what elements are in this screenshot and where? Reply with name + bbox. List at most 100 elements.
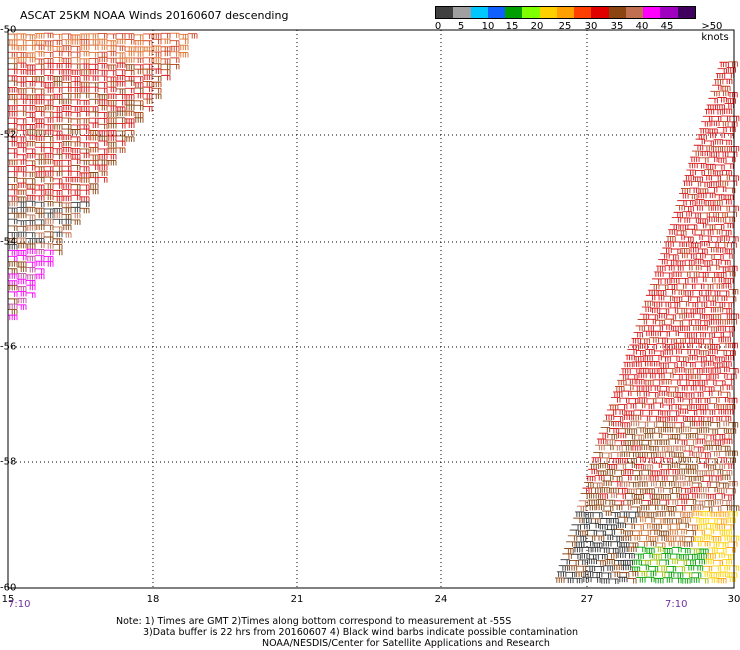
wind-barb	[720, 535, 731, 541]
wind-barb	[728, 342, 738, 349]
wind-barb	[607, 463, 618, 470]
wind-barb	[8, 183, 18, 190]
wind-barb	[712, 84, 722, 91]
wind-barb	[53, 116, 63, 123]
wind-barb	[643, 300, 654, 307]
wind-barb	[587, 468, 598, 475]
wind-barb	[704, 307, 715, 313]
wind-barb	[722, 438, 733, 445]
wind-barb	[641, 469, 652, 476]
wind-barb	[143, 106, 153, 112]
wind-barb	[98, 153, 108, 160]
wind-barb	[715, 493, 726, 499]
wind-barb	[687, 253, 697, 259]
wind-barb	[697, 493, 708, 499]
wind-barb	[560, 559, 570, 565]
wind-barb	[8, 298, 18, 304]
wind-barb	[715, 356, 725, 362]
wind-barb	[98, 44, 108, 51]
wind-barb	[719, 266, 729, 272]
wind-barb	[152, 33, 162, 39]
map-frame	[7, 29, 735, 589]
wind-barb	[26, 40, 36, 46]
wind-barb	[98, 112, 108, 118]
wind-barb	[675, 313, 686, 319]
wind-barb	[630, 368, 640, 374]
wind-barb	[679, 193, 689, 199]
wind-barb	[53, 212, 63, 219]
wind-barb	[53, 244, 63, 250]
wind-barb	[8, 141, 18, 147]
wind-barb	[703, 390, 713, 397]
wind-barb	[585, 565, 596, 572]
wind-barb	[716, 404, 727, 410]
wind-barb	[631, 390, 641, 397]
wind-barb	[707, 403, 718, 409]
wind-barb	[727, 541, 738, 547]
wind-barb	[658, 337, 668, 344]
wind-barb	[665, 422, 676, 428]
wind-barb	[625, 493, 636, 499]
wind-barb	[695, 470, 706, 476]
wind-barb	[62, 86, 72, 93]
wind-barb	[688, 433, 699, 439]
wind-barb	[143, 93, 153, 99]
wind-barb	[35, 40, 45, 46]
wind-barb	[17, 273, 27, 279]
wind-barb	[116, 122, 126, 129]
colorbar-swatch	[470, 7, 488, 18]
wind-barb	[676, 445, 686, 452]
wind-barb	[674, 342, 684, 349]
wind-barb	[26, 274, 36, 280]
wind-barb	[636, 488, 646, 494]
wind-barb	[26, 99, 36, 105]
wind-barb	[53, 183, 63, 189]
wind-barb	[134, 51, 144, 57]
wind-barb	[721, 259, 731, 266]
wind-barb	[728, 480, 738, 487]
wind-barb	[709, 151, 720, 157]
wind-barb	[62, 153, 72, 159]
wind-barb	[143, 33, 153, 39]
wind-barb	[62, 128, 72, 135]
wind-barb	[646, 372, 656, 379]
wind-barb	[677, 439, 688, 445]
wind-barb	[726, 126, 736, 133]
wind-barb	[636, 350, 646, 356]
wind-barb	[89, 130, 99, 136]
wind-barb	[44, 236, 54, 243]
wind-barb	[596, 470, 607, 476]
wind-barb	[697, 301, 708, 308]
wind-barb	[686, 200, 696, 206]
wind-barb	[623, 440, 634, 446]
wind-barb	[633, 332, 643, 338]
wind-barb	[71, 212, 81, 219]
wind-barb	[35, 69, 45, 75]
wind-barb	[605, 559, 615, 565]
wind-barb	[695, 169, 705, 176]
wind-barb	[125, 64, 135, 70]
wind-barb	[667, 283, 678, 290]
note-line-1: Note: 1) Times are GMT 2)Times along bot…	[116, 616, 512, 627]
wind-barb	[98, 140, 108, 147]
wind-barb	[708, 577, 718, 583]
wind-barb	[721, 415, 732, 422]
wind-barb	[688, 553, 698, 560]
wind-barb	[17, 225, 27, 232]
wind-barb	[713, 79, 724, 85]
wind-barb	[659, 469, 670, 475]
wind-barb	[656, 343, 666, 349]
wind-barb	[53, 231, 63, 238]
wind-barb	[26, 111, 36, 118]
wind-barb	[718, 571, 729, 577]
wind-barb	[44, 194, 54, 201]
wind-barb	[697, 553, 707, 559]
wind-barb	[71, 158, 81, 165]
wind-barb	[717, 427, 728, 434]
wind-barb	[583, 571, 594, 577]
wind-barb	[44, 87, 54, 93]
wind-barb	[668, 558, 678, 565]
wind-barb	[710, 481, 720, 487]
wind-barb	[717, 295, 728, 301]
wind-barb	[661, 493, 672, 500]
